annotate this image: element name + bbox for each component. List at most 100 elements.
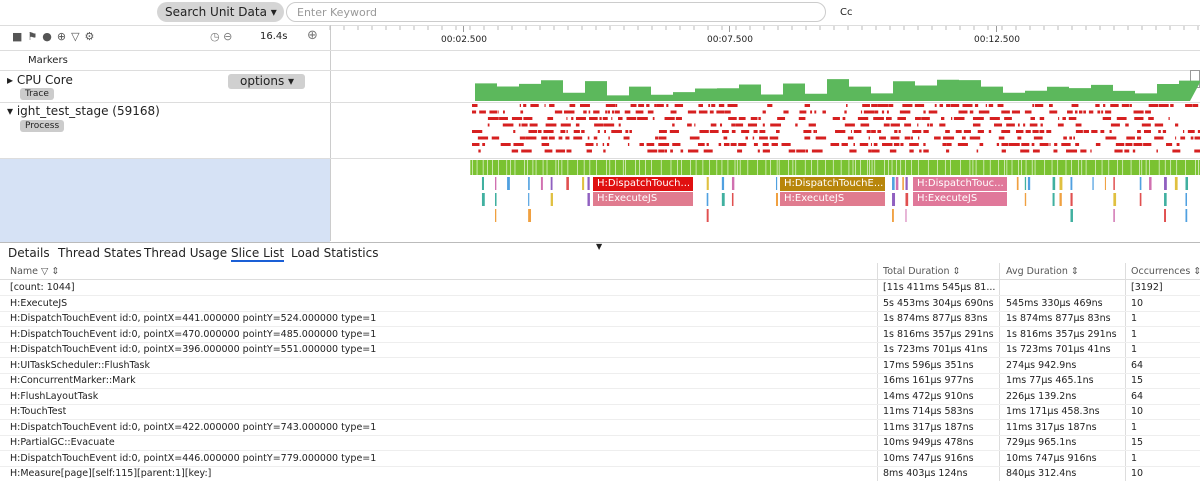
zoom-in[interactable]: ⊕ xyxy=(307,28,318,43)
process-slice xyxy=(1105,136,1117,140)
process-slice xyxy=(656,104,664,107)
process-slice xyxy=(972,123,981,127)
process-slice xyxy=(1154,136,1164,140)
trace-slice[interactable]: H:DispatchTouchE... xyxy=(780,177,885,191)
trace-slice[interactable]: H:DispatchTouch... xyxy=(593,177,693,191)
call-slice xyxy=(1070,177,1073,190)
process-slice xyxy=(1033,136,1043,140)
process-slice xyxy=(1011,110,1021,114)
process-slice xyxy=(1115,143,1125,146)
process-slice xyxy=(530,104,539,107)
call-slice xyxy=(905,177,908,190)
thread-state xyxy=(470,160,1200,175)
process-slice xyxy=(724,110,731,114)
process-slice xyxy=(873,143,878,146)
row-rule xyxy=(0,434,1200,436)
process-slice xyxy=(871,130,876,133)
table-cell: H:DispatchTouchEvent id:0, pointX=422.00… xyxy=(10,421,377,433)
process-slice xyxy=(548,136,555,140)
process-slice xyxy=(593,110,600,114)
tab[interactable]: Thread Usage xyxy=(144,246,228,260)
resize-handle[interactable]: ▼ xyxy=(596,242,603,251)
trace-slice[interactable]: H:ExecuteJS xyxy=(780,192,885,206)
cpu-name: CPU Core xyxy=(16,73,73,87)
call-slice xyxy=(706,209,709,222)
column-header[interactable]: Total Duration ⇕ xyxy=(883,266,961,277)
call-slice xyxy=(721,177,725,190)
time-icons[interactable]: ◷ ⊖ xyxy=(210,30,233,43)
process-slice xyxy=(472,130,483,133)
column-header[interactable]: Occurrences ⇕ xyxy=(1131,266,1200,277)
table-cell: 10ms 747μs 916ns xyxy=(883,452,974,464)
row-rule xyxy=(0,372,1200,374)
table-cell: 10 xyxy=(1131,468,1144,479)
process-slice xyxy=(1066,149,1078,153)
trace-slice[interactable]: H:ExecuteJS xyxy=(913,192,1007,206)
options-button[interactable]: options ▾ xyxy=(228,74,305,89)
call-slice xyxy=(1185,177,1189,190)
process-slice xyxy=(873,117,884,120)
table-cell: 5s 453ms 304μs 690ns xyxy=(883,297,994,309)
process-slice xyxy=(1158,104,1169,107)
call-slice xyxy=(1185,209,1188,222)
process-slice xyxy=(487,123,490,127)
process-slice xyxy=(1158,130,1161,133)
process-slice xyxy=(723,136,728,140)
process-slice xyxy=(871,149,880,153)
process-slice xyxy=(914,104,925,107)
call-slice xyxy=(1052,193,1055,206)
tab[interactable]: Load Statistics xyxy=(291,246,379,260)
call-slice xyxy=(1164,209,1167,222)
process-slice xyxy=(602,143,605,146)
process-slice xyxy=(912,130,922,133)
process-slice xyxy=(537,130,542,133)
column-header[interactable]: Name ▽ ⇕ xyxy=(10,266,60,277)
trace-slice[interactable]: H:DispatchTouc... xyxy=(913,177,1007,191)
table-cell: H:ConcurrentMarker::Mark xyxy=(10,375,136,386)
table-cell: 64 xyxy=(1131,359,1144,371)
tab[interactable]: Thread States xyxy=(58,246,142,260)
process-slice xyxy=(934,104,937,107)
trace-slice[interactable]: H:ExecuteJS xyxy=(593,192,693,206)
process-row-title[interactable]: ▾ ight_test_stage (59168) xyxy=(7,104,160,118)
process-slice xyxy=(500,143,511,146)
process-slice xyxy=(1062,117,1066,120)
process-slice xyxy=(974,104,979,107)
process-slice xyxy=(698,104,703,107)
process-slice xyxy=(502,123,514,127)
process-slice xyxy=(989,117,1000,120)
process-slice xyxy=(697,143,705,146)
call-slice xyxy=(902,177,904,190)
search-type-button[interactable]: Search Unit Data ▾ xyxy=(157,2,284,22)
table-cell: 11ms 317μs 187ns xyxy=(1006,421,1097,433)
process-slice xyxy=(607,110,610,114)
markers-label: Markers xyxy=(28,55,68,66)
column-header[interactable]: Avg Duration ⇕ xyxy=(1006,266,1079,277)
process-slice xyxy=(638,104,645,107)
process-slice xyxy=(478,149,481,153)
call-slice xyxy=(494,193,497,206)
toolbar-icons[interactable]: ■⚑●⊕▽⚙ xyxy=(12,30,100,43)
search-input[interactable]: Enter Keyword xyxy=(286,2,826,22)
process-slice xyxy=(943,136,955,140)
call-slice xyxy=(1027,177,1031,190)
duration: 16.4s xyxy=(260,31,288,42)
process-slice xyxy=(544,149,553,153)
table-cell: 10ms 747μs 916ns xyxy=(1006,452,1097,464)
tab[interactable]: Details xyxy=(8,246,50,260)
table-cell: 8ms 403μs 124ns xyxy=(883,468,968,479)
tab[interactable]: Slice List xyxy=(231,246,285,262)
table-cell: 840μs 312.4ns xyxy=(1006,468,1077,479)
row-rule xyxy=(0,419,1200,420)
process-slice xyxy=(900,143,904,146)
process-slice xyxy=(853,143,855,146)
process-slice xyxy=(1172,149,1181,153)
process-slice xyxy=(519,136,526,140)
cpu-row-title[interactable]: ▸ CPU Core xyxy=(7,73,73,87)
case-toggle[interactable]: Cc xyxy=(840,7,853,18)
process-slice xyxy=(1020,149,1030,153)
table-cell: H:Measure[page][self:115][parent:1][key:… xyxy=(10,468,212,479)
process-slice xyxy=(606,143,610,146)
table-cell: 1s 874ms 877μs 83ns xyxy=(1006,313,1111,324)
call-slice xyxy=(528,209,532,222)
